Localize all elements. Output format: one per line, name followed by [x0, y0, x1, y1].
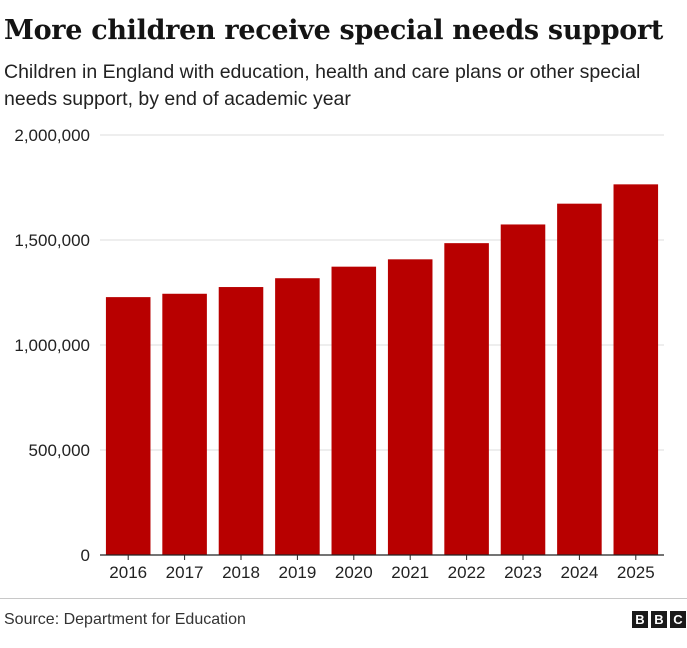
bar — [557, 203, 602, 556]
bar — [275, 278, 320, 555]
bbc-logo-letter: B — [651, 611, 667, 628]
bar-chart: 0 500,000 1,000,000 1,500,000 2,000,000 2016 2… — [14, 126, 664, 582]
source-note: Source: Department for Education — [4, 611, 246, 628]
x-tick-label: 2022 — [448, 563, 486, 582]
bar — [387, 259, 433, 555]
x-tick-label: 2024 — [560, 563, 598, 582]
bar — [218, 287, 264, 555]
y-tick-label: 500,000 — [29, 441, 90, 460]
x-tick-label: 2016 — [109, 563, 147, 582]
x-tick-label: 2018 — [222, 563, 260, 582]
y-tick-label: 1,000,000 — [14, 336, 90, 355]
x-tick-label: 2025 — [617, 563, 655, 582]
bar — [331, 266, 377, 555]
bbc-logo-letter: C — [670, 611, 686, 628]
bar — [162, 293, 207, 555]
bbc-logo-letter: B — [632, 611, 648, 628]
x-tick-label: 2020 — [335, 563, 373, 582]
bar — [613, 184, 659, 555]
x-tick-label: 2021 — [391, 563, 429, 582]
bar — [444, 243, 489, 555]
y-tick-label: 2,000,000 — [14, 126, 90, 145]
bbc-logo: B B C — [632, 611, 686, 628]
y-tick-label: 0 — [81, 546, 90, 565]
x-tick-label: 2017 — [166, 563, 204, 582]
footer-divider — [0, 598, 687, 599]
y-tick-label: 1,500,000 — [14, 231, 90, 250]
bar — [500, 224, 546, 555]
chart-subtitle: Children in England with education, heal… — [4, 61, 641, 110]
bar — [105, 297, 151, 555]
chart-title: More children receive special needs supp… — [4, 15, 664, 46]
x-tick-label: 2023 — [504, 563, 542, 582]
x-tick-label: 2019 — [278, 563, 316, 582]
